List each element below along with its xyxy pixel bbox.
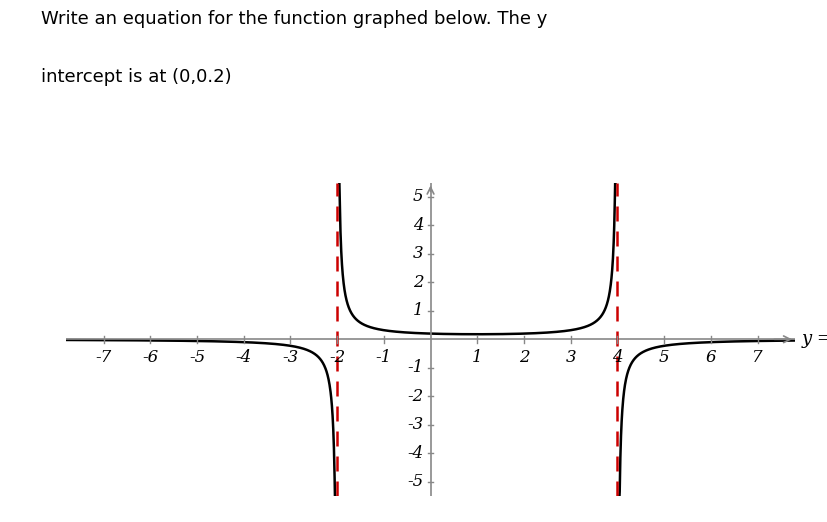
Text: Write an equation for the function graphed below. The y: Write an equation for the function graph… — [41, 10, 547, 28]
Text: -2: -2 — [328, 349, 345, 366]
Text: -5: -5 — [407, 473, 423, 490]
Text: -2: -2 — [407, 388, 423, 405]
Text: -7: -7 — [95, 349, 112, 366]
Text: 4: 4 — [413, 217, 423, 234]
Text: -5: -5 — [189, 349, 205, 366]
Text: 4: 4 — [611, 349, 622, 366]
Text: -3: -3 — [282, 349, 299, 366]
Text: 7: 7 — [751, 349, 762, 366]
Text: 1: 1 — [471, 349, 482, 366]
Text: 6: 6 — [705, 349, 715, 366]
Text: -4: -4 — [407, 445, 423, 461]
Text: -6: -6 — [142, 349, 158, 366]
Text: 3: 3 — [413, 245, 423, 263]
Text: -1: -1 — [375, 349, 391, 366]
Text: 1: 1 — [413, 302, 423, 319]
Text: intercept is at (0,0.2): intercept is at (0,0.2) — [41, 68, 232, 86]
Text: -1: -1 — [407, 359, 423, 376]
Text: 3: 3 — [565, 349, 576, 366]
Text: 2: 2 — [413, 274, 423, 291]
Text: -4: -4 — [236, 349, 251, 366]
Text: 5: 5 — [413, 188, 423, 206]
Text: y =: y = — [801, 330, 827, 348]
Text: -3: -3 — [407, 416, 423, 433]
Text: 2: 2 — [518, 349, 528, 366]
Text: 5: 5 — [658, 349, 668, 366]
